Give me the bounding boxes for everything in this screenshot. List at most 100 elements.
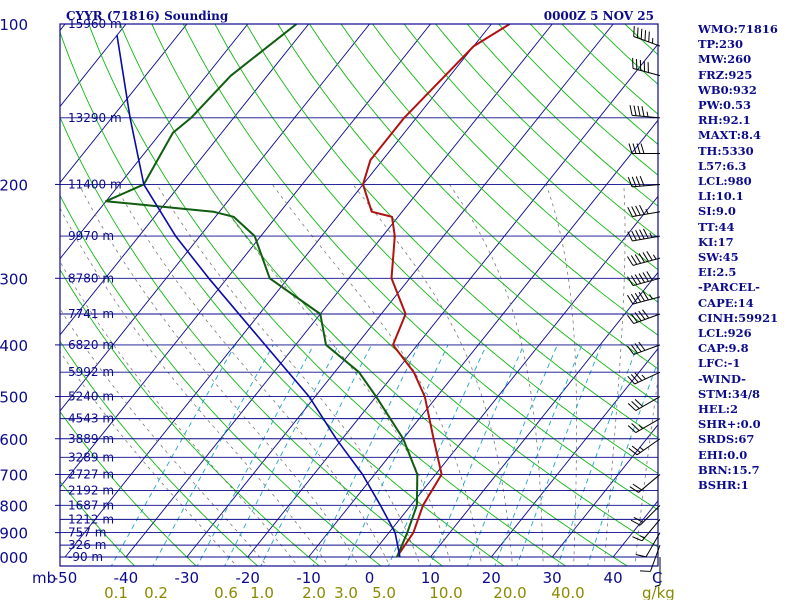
wind-barb <box>629 105 661 119</box>
temperature-tick-label: -10 <box>296 569 321 587</box>
height-label: 15960 m <box>68 17 122 31</box>
series-layer <box>105 24 511 558</box>
height-label: 11400 m <box>68 177 122 191</box>
wind-barb <box>639 544 661 572</box>
mixing-ratio-line <box>110 344 236 566</box>
moist-adiabat-line <box>603 184 626 566</box>
pressure-tick-label: 800 <box>0 497 28 515</box>
mixing-ratio-line <box>260 344 372 566</box>
pressure-tick-label: 900 <box>0 525 28 543</box>
moist-adiabat-line <box>60 350 238 566</box>
mixing-ratio-line <box>344 344 449 566</box>
isotherm-line <box>247 43 658 558</box>
isotherm-line <box>64 24 492 558</box>
height-label: 5992 m <box>68 365 114 379</box>
pressure-tick-label: 1000 <box>0 549 28 567</box>
mixing-ratio-tick-label: 0.6 <box>214 584 238 600</box>
index-item: EHI:0.0 <box>698 447 748 462</box>
dry-adiabat-line <box>182 24 658 511</box>
index-item: HEL:2 <box>698 402 738 417</box>
mixing-ratio-line <box>224 344 339 566</box>
isotherm-line <box>490 347 658 558</box>
height-label: 4543 m <box>68 412 114 426</box>
temperature-tick-label: -50 <box>53 569 78 587</box>
index-item: SRDS:67 <box>698 432 755 447</box>
moist-adiabat-line <box>114 184 391 566</box>
temperature-tick-label: -30 <box>175 569 200 587</box>
index-item: TH:5330 <box>698 143 754 158</box>
moist-adiabat-line <box>634 375 658 566</box>
wind-barb <box>627 175 661 188</box>
pressure-tick-label: 700 <box>0 466 28 484</box>
index-item: SHR+:0.0 <box>698 417 761 432</box>
dry-adiabat-line <box>60 30 505 566</box>
dry-adiabat-line <box>340 24 658 336</box>
station-title: CYYR (71816) Sounding <box>66 9 229 23</box>
index-item: LCL:926 <box>698 326 752 341</box>
height-label: 8780 m <box>68 271 114 285</box>
isotherm-line <box>60 24 310 336</box>
mixing-ratio-line <box>587 360 658 566</box>
temperature-tick-label: 20 <box>482 569 501 587</box>
index-item: CINH:59921 <box>698 310 779 325</box>
dry-adiabat-line <box>60 480 136 566</box>
height-label: 6820 m <box>68 338 114 352</box>
moist-adiabat-line <box>271 184 483 566</box>
parcel-profile-line <box>116 35 401 558</box>
isotherm-line <box>60 24 188 184</box>
wind-barb <box>628 143 660 155</box>
moist-adiabat-line <box>545 184 577 566</box>
dry-adiabat-line <box>119 24 628 566</box>
temperature-tick-label: 0 <box>365 569 375 587</box>
label-layer: 100200300400500600700800900100015960 m13… <box>0 16 623 600</box>
mixing-ratio-tick-label: 3.0 <box>334 584 358 600</box>
dry-adiabat-line <box>60 411 197 566</box>
mixing-ratio-line <box>312 344 420 566</box>
index-item: MW:260 <box>698 52 752 67</box>
mixing-ratio-tick-label: 20.0 <box>493 584 526 600</box>
mixing-ratio-tick-label: 5.0 <box>372 584 396 600</box>
isotherm-line <box>430 271 658 558</box>
index-item: WMO:71816 <box>698 22 778 36</box>
wind-barb <box>635 532 661 558</box>
pressure-tick-label: 500 <box>0 389 28 407</box>
moist-adiabat-line <box>78 184 360 566</box>
index-item: MAXT:8.4 <box>698 128 761 143</box>
index-item: FRZ:925 <box>698 67 753 82</box>
index-item: CAP:9.8 <box>698 341 749 356</box>
wind-barb <box>627 251 661 266</box>
temperature-tick-label: 30 <box>543 569 562 587</box>
isotherm-line <box>308 119 658 558</box>
stability-indices-panel: WMO:71816 TP:230 MW:260 FRZ:925 WB0:932 PW:0.… <box>698 22 798 493</box>
wind-barb <box>632 57 661 77</box>
grid-layer <box>60 24 658 566</box>
pressure-unit-label: mb <box>32 569 56 587</box>
index-item: WB0:932 <box>698 82 757 97</box>
wind-barb <box>627 290 661 305</box>
index-item: TT:44 <box>698 219 735 234</box>
temperature-unit-label: C <box>652 569 662 587</box>
dry-adiabat-line <box>60 116 444 566</box>
index-item: LFC:-1 <box>698 356 741 371</box>
index-item: -WIND- <box>698 371 746 386</box>
index-item: LCL:980 <box>698 174 752 189</box>
wind-barb <box>633 26 661 47</box>
moist-adiabat-line <box>352 184 513 566</box>
pressure-tick-label: 200 <box>0 176 28 194</box>
moist-adiabat-line <box>156 184 421 566</box>
height-label: 7741 m <box>68 307 114 321</box>
isotherm-line <box>60 24 249 260</box>
wind-barb <box>627 396 661 411</box>
wind-barb <box>627 341 661 355</box>
wind-barb <box>630 504 661 526</box>
isotherm-line <box>551 424 658 558</box>
pressure-tick-label: 400 <box>0 337 28 355</box>
height-label: 13290 m <box>68 111 122 125</box>
pressure-tick-label: 300 <box>0 270 28 288</box>
mixing-ratio-line <box>387 344 487 566</box>
dry-adiabat-line <box>60 340 259 566</box>
height-label: 9970 m <box>68 229 114 243</box>
wind-barb <box>627 309 661 325</box>
mixing-ratio-line <box>466 344 558 566</box>
